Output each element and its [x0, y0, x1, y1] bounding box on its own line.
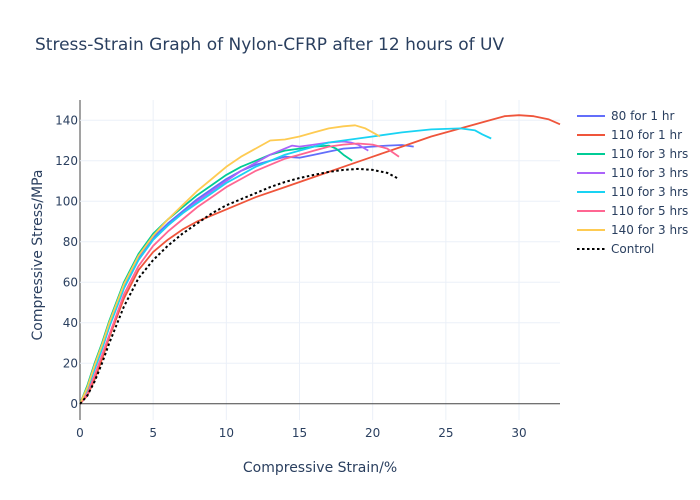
y-tick-label: 100 [55, 194, 78, 208]
x-tick-label: 15 [292, 426, 307, 440]
x-tick-label: 30 [511, 426, 526, 440]
legend-label: 140 for 3 hrs [611, 223, 688, 237]
legend[interactable]: 80 for 1 hr 110 for 1 hr 110 for 3 hrs 110 … [577, 109, 688, 256]
legend-label: Control [611, 242, 654, 256]
grid [79, 100, 560, 420]
series-line-1 [79, 144, 414, 405]
series-line-8 [79, 167, 400, 405]
y-tick-label: 140 [55, 113, 78, 127]
y-axis-title: Compressive Stress/MPa [30, 170, 46, 341]
legend-item[interactable]: Control [577, 242, 654, 256]
legend-item[interactable]: 110 for 5 hrs [577, 204, 688, 218]
legend-label: 80 for 1 hr [611, 109, 674, 123]
x-tick-label: 5 [149, 426, 157, 440]
x-tick-label: 25 [438, 426, 453, 440]
series-lines [79, 114, 561, 405]
series-line-6 [79, 142, 400, 405]
legend-item[interactable]: 110 for 3 hrs [577, 147, 688, 161]
y-tick-label: 120 [55, 154, 78, 168]
series-line-3 [79, 144, 353, 405]
x-tick-label: 20 [365, 426, 380, 440]
legend-item[interactable]: 140 for 3 hrs [577, 223, 688, 237]
series-line-7 [79, 124, 381, 405]
y-tick-label: 80 [63, 235, 78, 249]
x-tick-label: 0 [76, 426, 84, 440]
chart-title: Stress-Strain Graph of Nylon-CFRP after … [35, 35, 504, 55]
x-axis-title: Compressive Strain/% [243, 460, 397, 476]
legend-label: 110 for 5 hrs [611, 204, 688, 218]
series-line-5 [79, 127, 492, 405]
y-tick-label: 40 [63, 316, 78, 330]
legend-item[interactable]: 110 for 1 hr [577, 128, 682, 142]
x-axis-ticks: 0 5 10 15 20 25 30 [76, 426, 526, 440]
legend-label: 110 for 3 hrs [611, 166, 688, 180]
y-tick-label: 60 [63, 275, 78, 289]
legend-label: 110 for 1 hr [611, 128, 682, 142]
y-tick-label: 0 [70, 397, 78, 411]
legend-item[interactable]: 80 for 1 hr [577, 109, 674, 123]
legend-label: 110 for 3 hrs [611, 185, 688, 199]
series-line-2 [79, 114, 561, 405]
legend-item[interactable]: 110 for 3 hrs [577, 185, 688, 199]
y-tick-label: 20 [63, 356, 78, 370]
y-axis-ticks: 0 20 40 60 80 100 120 140 [55, 113, 78, 411]
legend-label: 110 for 3 hrs [611, 147, 688, 161]
legend-item[interactable]: 110 for 3 hrs [577, 166, 688, 180]
x-tick-label: 10 [219, 426, 234, 440]
